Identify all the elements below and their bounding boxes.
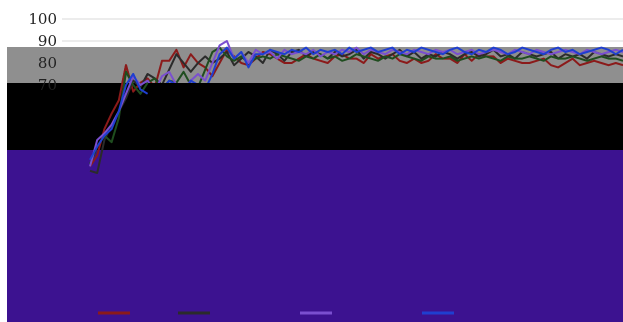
black-band	[7, 83, 623, 150]
y-axis-ticks: 100 90 80 70	[28, 10, 57, 94]
series-line-2	[89, 48, 623, 174]
overlay-series-layer	[89, 64, 149, 174]
y-tick-label-100: 100	[28, 10, 57, 28]
y-tick-label-70: 70	[38, 76, 57, 94]
y-tick-label-80: 80	[38, 54, 57, 72]
series-line-3	[89, 46, 623, 165]
y-tick-label-90: 90	[38, 32, 57, 50]
overlay-band	[7, 150, 623, 322]
series-line-5-overlay-segment	[89, 73, 149, 161]
